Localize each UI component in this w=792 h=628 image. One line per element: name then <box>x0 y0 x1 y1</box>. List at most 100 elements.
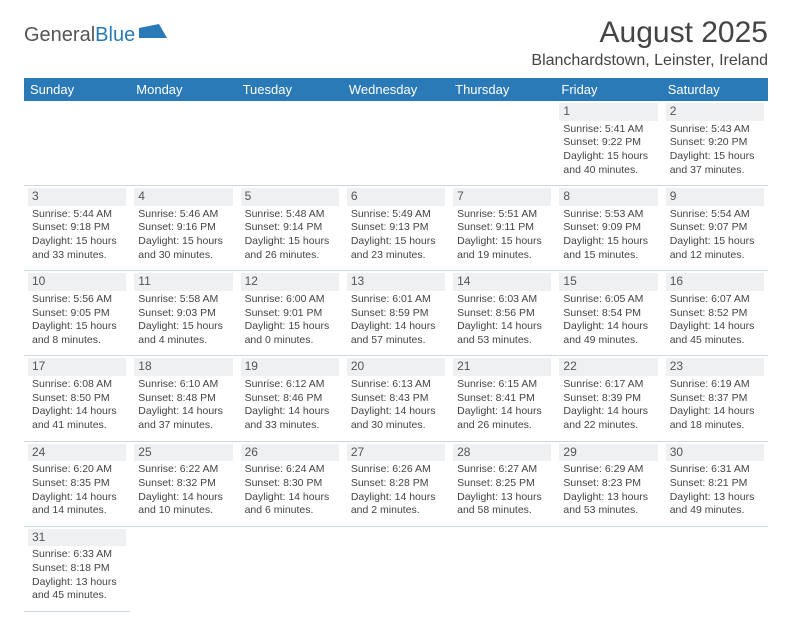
daylight-text: Daylight: 14 hours and 26 minutes. <box>457 405 547 432</box>
day-number: 12 <box>241 273 339 291</box>
sunset-text: Sunset: 8:37 PM <box>670 392 760 406</box>
day-number: 9 <box>666 188 764 206</box>
calendar-cell: 2Sunrise: 5:43 AMSunset: 9:20 PMDaylight… <box>662 101 768 186</box>
brand-logo: General Blue <box>24 24 167 47</box>
calendar-row: 31Sunrise: 6:33 AMSunset: 8:18 PMDayligh… <box>24 526 768 611</box>
sunset-text: Sunset: 8:25 PM <box>457 477 547 491</box>
calendar-body: 1Sunrise: 5:41 AMSunset: 9:22 PMDaylight… <box>24 101 768 611</box>
calendar-cell: 3Sunrise: 5:44 AMSunset: 9:18 PMDaylight… <box>24 186 130 271</box>
daylight-text: Daylight: 14 hours and 14 minutes. <box>32 491 122 518</box>
day-number: 14 <box>453 273 551 291</box>
day-info: Sunrise: 6:27 AMSunset: 8:25 PMDaylight:… <box>453 461 551 522</box>
calendar-cell: 4Sunrise: 5:46 AMSunset: 9:16 PMDaylight… <box>130 186 236 271</box>
flag-icon <box>139 24 167 45</box>
sunrise-text: Sunrise: 6:03 AM <box>457 293 547 307</box>
col-monday: Monday <box>130 78 236 101</box>
daylight-text: Daylight: 14 hours and 33 minutes. <box>245 405 335 432</box>
sunrise-text: Sunrise: 5:46 AM <box>138 208 228 222</box>
sunrise-text: Sunrise: 5:56 AM <box>32 293 122 307</box>
col-sunday: Sunday <box>24 78 130 101</box>
sunset-text: Sunset: 9:13 PM <box>351 221 441 235</box>
daylight-text: Daylight: 13 hours and 49 minutes. <box>670 491 760 518</box>
sunrise-text: Sunrise: 6:12 AM <box>245 378 335 392</box>
sunrise-text: Sunrise: 6:00 AM <box>245 293 335 307</box>
calendar-cell <box>130 101 236 186</box>
day-number: 17 <box>28 358 126 376</box>
sunrise-text: Sunrise: 6:22 AM <box>138 463 228 477</box>
day-number: 8 <box>559 188 657 206</box>
day-number: 30 <box>666 444 764 462</box>
calendar-cell: 21Sunrise: 6:15 AMSunset: 8:41 PMDayligh… <box>449 356 555 441</box>
day-info: Sunrise: 6:31 AMSunset: 8:21 PMDaylight:… <box>666 461 764 522</box>
calendar-cell: 19Sunrise: 6:12 AMSunset: 8:46 PMDayligh… <box>237 356 343 441</box>
calendar-cell: 31Sunrise: 6:33 AMSunset: 8:18 PMDayligh… <box>24 526 130 611</box>
day-info: Sunrise: 6:03 AMSunset: 8:56 PMDaylight:… <box>453 291 551 352</box>
daylight-text: Daylight: 15 hours and 15 minutes. <box>563 235 653 262</box>
calendar-cell <box>555 526 661 611</box>
sunset-text: Sunset: 8:43 PM <box>351 392 441 406</box>
sunset-text: Sunset: 9:11 PM <box>457 221 547 235</box>
day-info: Sunrise: 5:46 AMSunset: 9:16 PMDaylight:… <box>134 206 232 267</box>
day-number: 7 <box>453 188 551 206</box>
daylight-text: Daylight: 14 hours and 57 minutes. <box>351 320 441 347</box>
day-info: Sunrise: 6:12 AMSunset: 8:46 PMDaylight:… <box>241 376 339 437</box>
sunrise-text: Sunrise: 5:54 AM <box>670 208 760 222</box>
daylight-text: Daylight: 14 hours and 45 minutes. <box>670 320 760 347</box>
daylight-text: Daylight: 15 hours and 26 minutes. <box>245 235 335 262</box>
day-number: 11 <box>134 273 232 291</box>
sunset-text: Sunset: 8:30 PM <box>245 477 335 491</box>
day-number: 28 <box>453 444 551 462</box>
sunset-text: Sunset: 8:50 PM <box>32 392 122 406</box>
sunrise-text: Sunrise: 5:43 AM <box>670 123 760 137</box>
sunrise-text: Sunrise: 5:51 AM <box>457 208 547 222</box>
daylight-text: Daylight: 15 hours and 33 minutes. <box>32 235 122 262</box>
day-info: Sunrise: 6:33 AMSunset: 8:18 PMDaylight:… <box>28 546 126 607</box>
sunset-text: Sunset: 9:01 PM <box>245 307 335 321</box>
brand-general: General <box>24 24 95 47</box>
sunrise-text: Sunrise: 6:27 AM <box>457 463 547 477</box>
daylight-text: Daylight: 15 hours and 23 minutes. <box>351 235 441 262</box>
day-info: Sunrise: 5:58 AMSunset: 9:03 PMDaylight:… <box>134 291 232 352</box>
calendar-cell: 24Sunrise: 6:20 AMSunset: 8:35 PMDayligh… <box>24 441 130 526</box>
daylight-text: Daylight: 13 hours and 45 minutes. <box>32 576 122 603</box>
sunset-text: Sunset: 8:32 PM <box>138 477 228 491</box>
calendar-cell: 9Sunrise: 5:54 AMSunset: 9:07 PMDaylight… <box>662 186 768 271</box>
calendar-cell: 7Sunrise: 5:51 AMSunset: 9:11 PMDaylight… <box>449 186 555 271</box>
calendar-cell: 5Sunrise: 5:48 AMSunset: 9:14 PMDaylight… <box>237 186 343 271</box>
daylight-text: Daylight: 15 hours and 4 minutes. <box>138 320 228 347</box>
calendar-cell <box>343 101 449 186</box>
day-info: Sunrise: 6:00 AMSunset: 9:01 PMDaylight:… <box>241 291 339 352</box>
calendar-cell <box>24 101 130 186</box>
sunset-text: Sunset: 9:18 PM <box>32 221 122 235</box>
daylight-text: Daylight: 14 hours and 53 minutes. <box>457 320 547 347</box>
calendar-cell: 18Sunrise: 6:10 AMSunset: 8:48 PMDayligh… <box>130 356 236 441</box>
sunset-text: Sunset: 8:39 PM <box>563 392 653 406</box>
col-thursday: Thursday <box>449 78 555 101</box>
calendar-cell: 1Sunrise: 5:41 AMSunset: 9:22 PMDaylight… <box>555 101 661 186</box>
day-number: 18 <box>134 358 232 376</box>
sunrise-text: Sunrise: 6:15 AM <box>457 378 547 392</box>
sunset-text: Sunset: 8:35 PM <box>32 477 122 491</box>
day-number: 4 <box>134 188 232 206</box>
daylight-text: Daylight: 14 hours and 30 minutes. <box>351 405 441 432</box>
day-info: Sunrise: 5:56 AMSunset: 9:05 PMDaylight:… <box>28 291 126 352</box>
calendar-cell: 6Sunrise: 5:49 AMSunset: 9:13 PMDaylight… <box>343 186 449 271</box>
sunset-text: Sunset: 8:52 PM <box>670 307 760 321</box>
day-info: Sunrise: 6:29 AMSunset: 8:23 PMDaylight:… <box>559 461 657 522</box>
day-info: Sunrise: 5:44 AMSunset: 9:18 PMDaylight:… <box>28 206 126 267</box>
calendar-row: 3Sunrise: 5:44 AMSunset: 9:18 PMDaylight… <box>24 186 768 271</box>
daylight-text: Daylight: 14 hours and 6 minutes. <box>245 491 335 518</box>
daylight-text: Daylight: 15 hours and 12 minutes. <box>670 235 760 262</box>
sunrise-text: Sunrise: 6:05 AM <box>563 293 653 307</box>
day-info: Sunrise: 5:51 AMSunset: 9:11 PMDaylight:… <box>453 206 551 267</box>
sunset-text: Sunset: 8:28 PM <box>351 477 441 491</box>
day-info: Sunrise: 6:22 AMSunset: 8:32 PMDaylight:… <box>134 461 232 522</box>
calendar-cell: 14Sunrise: 6:03 AMSunset: 8:56 PMDayligh… <box>449 271 555 356</box>
col-saturday: Saturday <box>662 78 768 101</box>
sunset-text: Sunset: 8:18 PM <box>32 562 122 576</box>
calendar-row: 1Sunrise: 5:41 AMSunset: 9:22 PMDaylight… <box>24 101 768 186</box>
calendar-cell: 10Sunrise: 5:56 AMSunset: 9:05 PMDayligh… <box>24 271 130 356</box>
sunset-text: Sunset: 9:03 PM <box>138 307 228 321</box>
sunrise-text: Sunrise: 6:20 AM <box>32 463 122 477</box>
sunrise-text: Sunrise: 6:24 AM <box>245 463 335 477</box>
